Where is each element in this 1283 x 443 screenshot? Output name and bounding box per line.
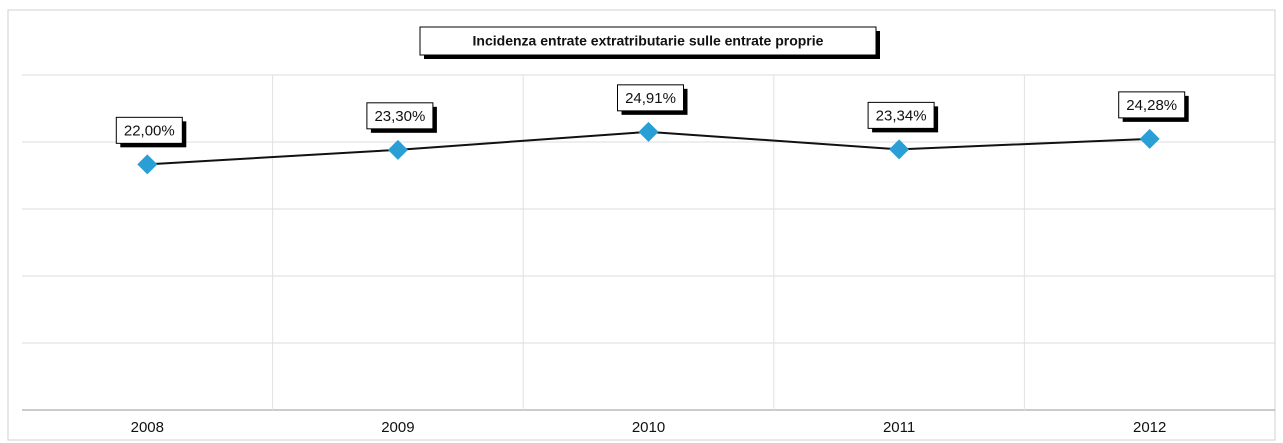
data-label: 22,00% bbox=[124, 122, 175, 139]
label-box bbox=[1118, 91, 1186, 119]
marker bbox=[137, 154, 158, 175]
chart-title: Incidenza entrate extratributarie sulle … bbox=[473, 33, 824, 49]
data-label: 24,91% bbox=[625, 90, 676, 107]
x-tick-label: 2010 bbox=[632, 419, 665, 436]
marker bbox=[1139, 128, 1160, 149]
x-tick-label: 2012 bbox=[1133, 419, 1166, 436]
marker bbox=[638, 121, 659, 142]
label-box bbox=[617, 84, 684, 112]
label-box bbox=[366, 102, 434, 130]
marker bbox=[387, 139, 408, 160]
x-tick-label: 2009 bbox=[381, 419, 414, 436]
label-box bbox=[115, 116, 183, 144]
data-label: 23,30% bbox=[374, 108, 425, 125]
data-label: 23,34% bbox=[876, 107, 927, 124]
data-label: 24,28% bbox=[1126, 97, 1177, 114]
chart-frame bbox=[7, 9, 1276, 441]
marker bbox=[889, 139, 910, 160]
title-box bbox=[419, 26, 877, 56]
label-box bbox=[867, 101, 935, 129]
x-tick-label: 2008 bbox=[131, 419, 164, 436]
x-tick-label: 2011 bbox=[883, 419, 915, 436]
